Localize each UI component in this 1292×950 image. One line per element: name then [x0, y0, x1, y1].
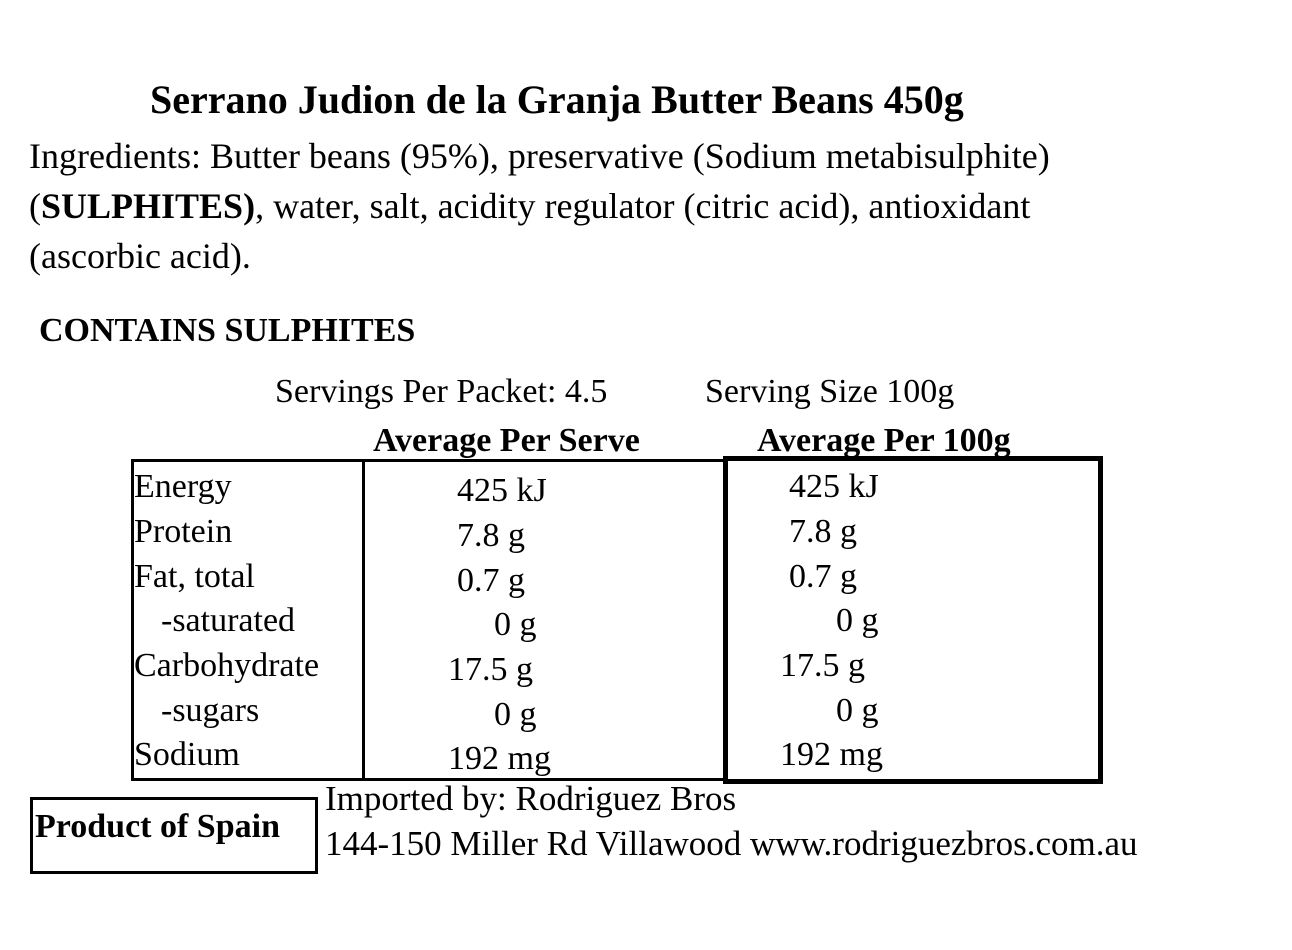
product-title: Serrano Judion de la Granja Butter Beans… [150, 77, 964, 122]
row-label-sodium: Sodium [134, 736, 240, 773]
row-serve-energy: 425 kJ [457, 472, 547, 509]
row-100g-energy: 425 kJ [789, 468, 879, 505]
allergen-statement: CONTAINS SULPHITES [39, 312, 416, 349]
row-100g-protein: 7.8 g [789, 513, 857, 550]
serving-size: Serving Size 100g [705, 373, 955, 410]
row-label-energy: Energy [134, 468, 232, 505]
row-serve-carbohydrate: 17.5 g [448, 651, 533, 688]
row-100g-fat-total: 0.7 g [789, 558, 857, 595]
header-average-per-serve: Average Per Serve [373, 422, 640, 459]
product-of-spain-box: Product of Spain [30, 797, 318, 874]
ingredients-line-2: (SULPHITES), water, salt, acidity regula… [29, 186, 1031, 226]
header-average-per-100g: Average Per 100g [757, 422, 1011, 459]
row-100g-saturated: 0 g [836, 602, 879, 639]
row-100g-sugars: 0 g [836, 692, 879, 729]
row-serve-saturated: 0 g [494, 606, 537, 643]
importer-line-1: Imported by: Rodriguez Bros [325, 779, 737, 818]
row-label-carbohydrate: Carbohydrate [134, 647, 320, 684]
row-label-saturated: -saturated [161, 602, 296, 639]
importer-address: 144-150 Miller Rd Villawood www.rodrigue… [325, 824, 1138, 863]
row-serve-protein: 7.8 g [457, 517, 525, 554]
row-serve-sugars: 0 g [494, 696, 537, 733]
row-serve-fat-total: 0.7 g [457, 562, 525, 599]
row-100g-carbohydrate: 17.5 g [780, 647, 865, 684]
allergen-sulphites: SULPHITES) [41, 186, 256, 226]
per100g-column-box [723, 456, 1103, 784]
origin-label: Product of Spain [35, 808, 280, 845]
row-label-fat-total: Fat, total [134, 558, 255, 595]
ingredients-line-3: (ascorbic acid). [29, 236, 251, 276]
row-100g-sodium: 192 mg [780, 736, 883, 773]
ingredients-line-1: Ingredients: Butter beans (95%), preserv… [29, 136, 1050, 176]
row-label-sugars: -sugars [161, 692, 260, 729]
row-label-protein: Protein [134, 513, 233, 550]
servings-per-packet: Servings Per Packet: 4.5 [275, 373, 608, 410]
row-serve-sodium: 192 mg [448, 740, 551, 777]
